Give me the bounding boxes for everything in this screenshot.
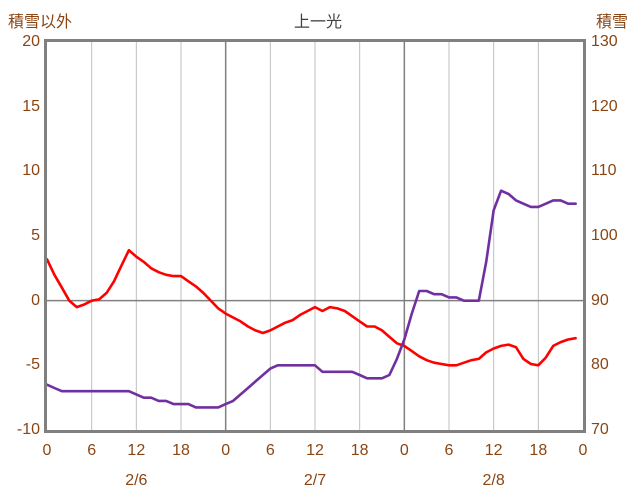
left-axis-title: 積雪以外 (8, 14, 73, 31)
x-axis-tick-label: 0 (399, 442, 409, 459)
left-axis-tick-label: 0 (31, 291, 40, 309)
x-axis-tick-label: 18 (529, 442, 548, 459)
x-axis-tick-label: 12 (484, 442, 503, 459)
left-axis-tick-label: 20 (22, 33, 40, 50)
x-axis-tick-label: 6 (87, 442, 97, 459)
x-axis-day-label: 2/7 (303, 472, 327, 489)
x-axis-day-label: 2/8 (482, 472, 505, 489)
x-axis-tick-label: 0 (42, 442, 52, 459)
left-axis-tick-label: 15 (22, 97, 40, 115)
x-axis-day-label: 2/6 (125, 472, 148, 489)
left-axis-tick-label: -10 (16, 421, 40, 438)
right-axis-tick-label: 100 (591, 227, 618, 244)
chart-title: 上一光 (293, 14, 342, 31)
line-chart (47, 42, 583, 430)
right-axis-tick-label: 70 (591, 421, 609, 438)
right-axis-tick-label: 90 (591, 291, 609, 309)
x-axis-tick-label: 0 (578, 442, 588, 459)
left-axis-tick-label: 10 (22, 162, 40, 180)
right-axis-tick-label: 80 (591, 356, 609, 374)
x-axis-tick-label: 18 (350, 442, 369, 459)
right-axis-tick-label: 120 (591, 97, 618, 115)
right-axis-tick-label: 130 (591, 33, 618, 50)
left-axis-tick-label: -5 (25, 356, 40, 374)
x-axis-tick-label: 18 (172, 442, 190, 459)
x-axis-tick-label: 6 (265, 442, 275, 459)
series-line-other-than-snow (47, 248, 577, 367)
left-axis-tick-label: 5 (31, 227, 40, 244)
x-axis-tick-label: 12 (127, 442, 146, 459)
x-axis-tick-label: 12 (306, 442, 324, 459)
x-axis-tick-label: 6 (444, 442, 454, 459)
series-line-snow-depth (47, 189, 577, 409)
plot-area (44, 39, 586, 433)
right-axis-title: 積雪 (595, 14, 628, 31)
right-axis-tick-label: 110 (591, 162, 617, 180)
x-axis-tick-label: 0 (221, 442, 231, 459)
